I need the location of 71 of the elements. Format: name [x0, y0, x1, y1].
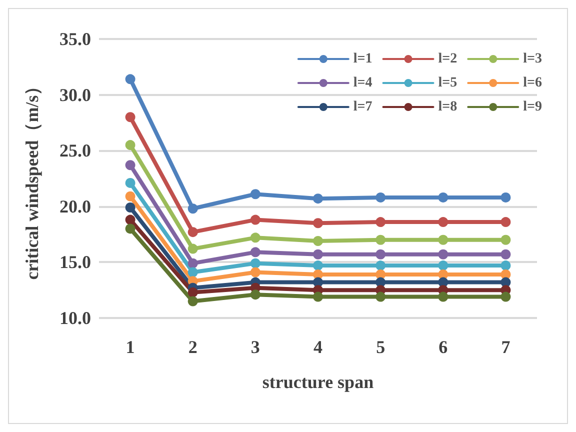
point	[250, 267, 260, 278]
point	[125, 224, 136, 234]
x-tick-label: 1	[126, 337, 135, 357]
y-tick-label: 35.0	[60, 29, 91, 49]
legend-label: l=3	[523, 52, 542, 66]
point	[188, 267, 198, 278]
point	[188, 287, 198, 298]
point	[125, 160, 136, 170]
point	[125, 178, 136, 188]
legend-label: l=4	[353, 76, 372, 90]
point	[438, 260, 448, 271]
point	[250, 290, 260, 300]
point	[376, 260, 386, 271]
y-tick-label: 15.0	[60, 252, 91, 272]
point	[313, 260, 323, 271]
point	[500, 260, 511, 271]
point	[376, 192, 386, 202]
x-tick-label: 5	[376, 337, 386, 357]
point	[188, 204, 198, 214]
point	[188, 244, 198, 254]
legend-label: l=1	[353, 52, 372, 66]
point	[313, 292, 323, 302]
point	[188, 296, 198, 306]
x-tick-label: 7	[501, 337, 510, 357]
point	[125, 214, 136, 225]
legend-label: l=6	[523, 76, 542, 90]
point	[438, 292, 448, 302]
point	[250, 214, 260, 225]
x-tick-label: 3	[250, 337, 260, 357]
point	[125, 191, 136, 202]
point	[313, 194, 323, 204]
point	[250, 189, 260, 200]
point	[438, 217, 448, 228]
point	[500, 217, 511, 228]
legend-label: l=8	[438, 100, 458, 114]
y-tick-label: 20.0	[60, 196, 91, 216]
point	[438, 192, 448, 202]
point	[188, 258, 198, 268]
point	[438, 234, 448, 245]
legend-label: l=9	[523, 100, 542, 114]
point	[376, 217, 386, 228]
point	[313, 236, 323, 246]
y-tick-label: 30.0	[60, 84, 91, 105]
point	[250, 258, 260, 268]
y-axis-title: critical windspeed（m/s）	[22, 77, 42, 280]
point	[376, 249, 386, 260]
point	[500, 234, 511, 245]
legend-label: l=7	[353, 100, 372, 114]
point	[438, 249, 448, 260]
point	[125, 112, 136, 122]
point	[250, 247, 260, 258]
legend-label: l=5	[438, 76, 458, 90]
x-tick-label: 6	[438, 337, 448, 357]
point	[125, 202, 136, 213]
x-tick-label: 4	[314, 337, 322, 357]
point	[250, 232, 260, 243]
y-tick-label: 10.0	[60, 308, 91, 328]
point	[376, 234, 386, 245]
point	[500, 192, 511, 202]
x-axis-title: structure span	[262, 372, 374, 392]
point	[500, 292, 511, 302]
point	[313, 218, 323, 228]
legend-label: l=2	[438, 52, 458, 66]
y-tick-label: 25.0	[60, 140, 91, 161]
point	[188, 227, 198, 238]
point	[125, 74, 136, 84]
point	[125, 140, 136, 150]
point	[313, 249, 323, 260]
point	[500, 249, 511, 260]
x-tick-label: 2	[188, 337, 198, 357]
point	[376, 292, 386, 302]
